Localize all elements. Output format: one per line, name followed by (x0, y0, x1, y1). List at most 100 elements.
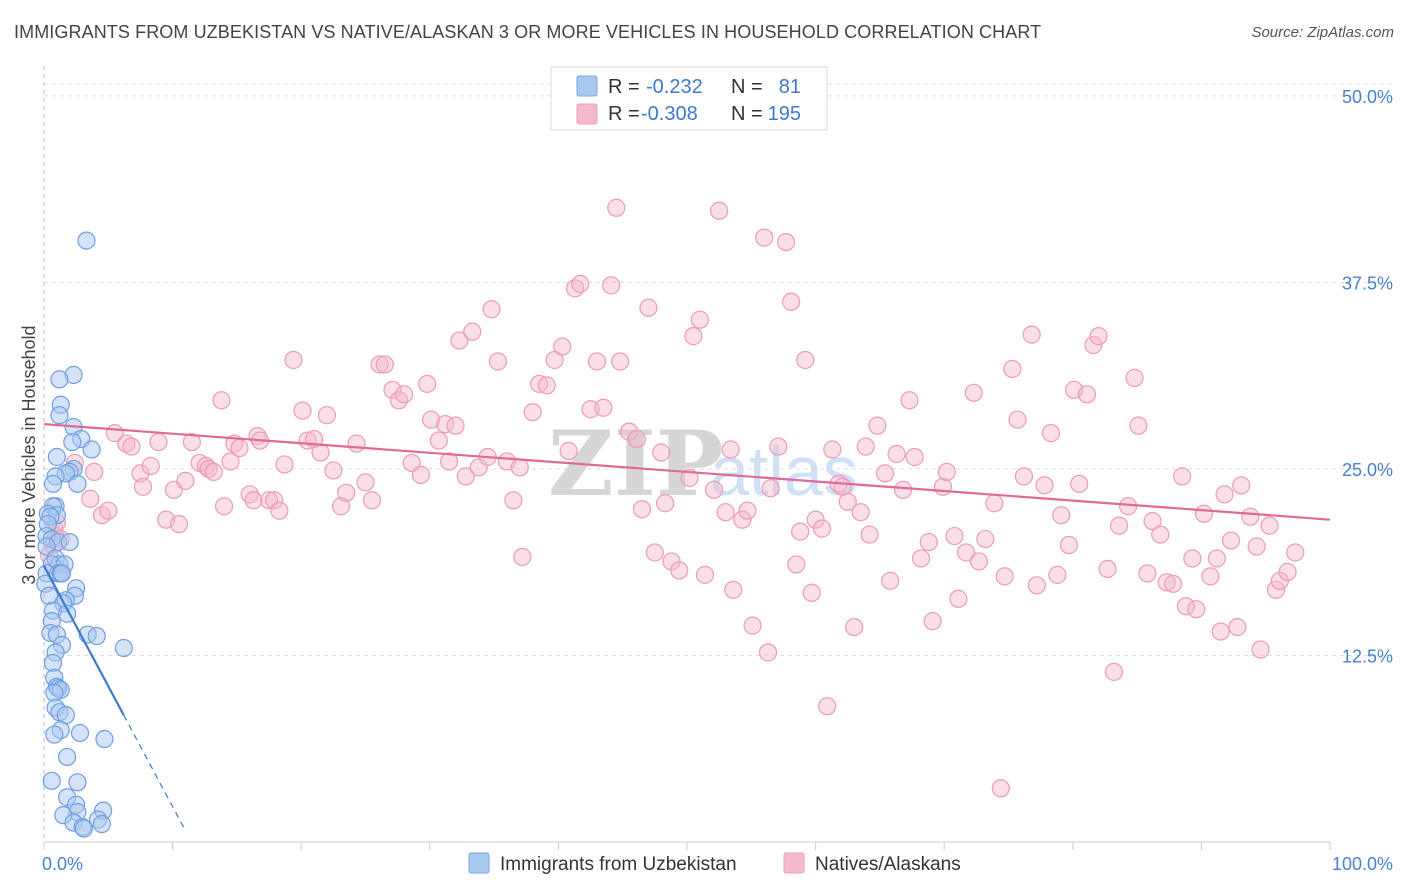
data-point-natives (1003, 359, 1022, 379)
data-point-natives (690, 310, 709, 329)
data-point-natives (704, 480, 724, 499)
data-point-natives (1041, 424, 1061, 443)
data-point-natives (122, 437, 141, 456)
data-point-natives (133, 477, 153, 496)
data-point-natives (324, 461, 343, 480)
data-point-natives (450, 331, 469, 350)
data-point-natives (1104, 662, 1124, 681)
data-point-natives (1266, 580, 1286, 599)
data-point-natives (370, 355, 389, 374)
data-point-natives (652, 443, 671, 462)
data-point-natives (1241, 507, 1260, 526)
data-point-natives (1048, 565, 1067, 584)
data-point-uzbekistan (68, 474, 87, 493)
data-point-natives (1247, 537, 1266, 556)
data-point-uzbekistan (47, 447, 66, 467)
data-point-natives (389, 391, 409, 410)
data-point-natives (1251, 640, 1270, 659)
data-point-uzbekistan (42, 771, 61, 790)
x-tick-labels: 0.0% 100.0% (42, 854, 1393, 874)
data-point-uzbekistan (43, 474, 63, 493)
data-point-natives (964, 383, 983, 402)
legend-swatch-blue (576, 75, 598, 97)
data-point-natives (911, 549, 931, 568)
data-point-natives (383, 380, 402, 399)
data-point-natives (875, 464, 895, 483)
trend-lines (43, 423, 1331, 831)
data-point-natives (945, 526, 964, 546)
y-tick-label: 50.0% (1342, 87, 1393, 107)
data-point-natives (429, 431, 448, 450)
x-tick-label-max: 100.0% (1332, 854, 1393, 874)
data-point-uzbekistan (50, 406, 69, 425)
data-point-natives (1286, 543, 1305, 562)
data-point-uzbekistan (74, 819, 93, 838)
data-point-natives (456, 467, 475, 486)
data-point-natives (845, 618, 864, 637)
data-point-natives (530, 374, 549, 393)
data-point-natives (169, 515, 189, 534)
data-point-natives (331, 497, 351, 516)
data-point-natives (1089, 327, 1108, 346)
data-point-natives (881, 571, 900, 590)
data-point-natives (418, 374, 437, 393)
data-point-natives (284, 350, 303, 370)
data-point-uzbekistan (50, 370, 69, 389)
data-point-natives (743, 616, 762, 635)
y-tick-label: 25.0% (1342, 460, 1393, 480)
data-point-natives (812, 519, 832, 538)
data-point-natives (1077, 385, 1097, 404)
data-point-natives (1118, 497, 1138, 516)
data-point-natives (594, 398, 613, 417)
data-point-natives (559, 441, 578, 461)
data-point-natives (860, 525, 879, 544)
legend-r-value-2: -0.308 (641, 103, 698, 125)
data-point-natives (985, 494, 1004, 513)
data-point-natives (656, 494, 675, 513)
data-point-natives (620, 422, 639, 441)
data-point-natives (1084, 335, 1103, 355)
data-point-natives (1194, 504, 1214, 523)
data-point-natives (976, 529, 995, 549)
data-point-natives (1052, 506, 1071, 525)
data-point-natives (347, 434, 366, 453)
data-point-natives (670, 561, 689, 580)
bottom-legend-label-blue: Immigrants from Uzbekistan (500, 854, 737, 875)
data-point-natives (887, 444, 906, 464)
data-point-uzbekistan (82, 440, 101, 459)
data-point-natives (482, 300, 501, 319)
data-point-natives (317, 406, 337, 425)
data-point-natives (1008, 410, 1027, 429)
data-point-natives (375, 355, 394, 374)
data-point-natives (337, 483, 356, 502)
data-point-natives (782, 292, 801, 311)
data-point-natives (1125, 368, 1144, 387)
data-point-natives (1027, 576, 1046, 595)
data-point-natives (806, 510, 825, 529)
data-point-natives (117, 434, 136, 453)
data-point-natives (1109, 516, 1129, 535)
data-point-natives (991, 779, 1010, 798)
data-point-natives (969, 552, 989, 571)
trend-line-uzbekistan-extension (123, 714, 186, 831)
data-point-natives (81, 489, 100, 508)
data-point-natives (1183, 549, 1202, 568)
data-point-natives (1143, 512, 1162, 531)
data-point-natives (1059, 535, 1079, 555)
data-point-natives (607, 198, 626, 217)
data-point-natives (131, 464, 150, 483)
data-point-natives (1129, 416, 1148, 435)
data-point-natives (1228, 618, 1247, 637)
data-point-natives (176, 471, 195, 490)
data-point-natives (1035, 476, 1054, 495)
data-point-natives (446, 416, 465, 435)
data-point-natives (504, 491, 523, 510)
data-point-natives (463, 322, 482, 341)
data-point-natives (571, 274, 590, 293)
data-point-uzbekistan (70, 723, 90, 743)
data-point-natives (724, 580, 743, 599)
data-point-natives (995, 567, 1014, 586)
watermark-atlas: atlas (710, 432, 858, 510)
data-point-natives (311, 443, 330, 462)
data-point-uzbekistan (45, 725, 64, 744)
